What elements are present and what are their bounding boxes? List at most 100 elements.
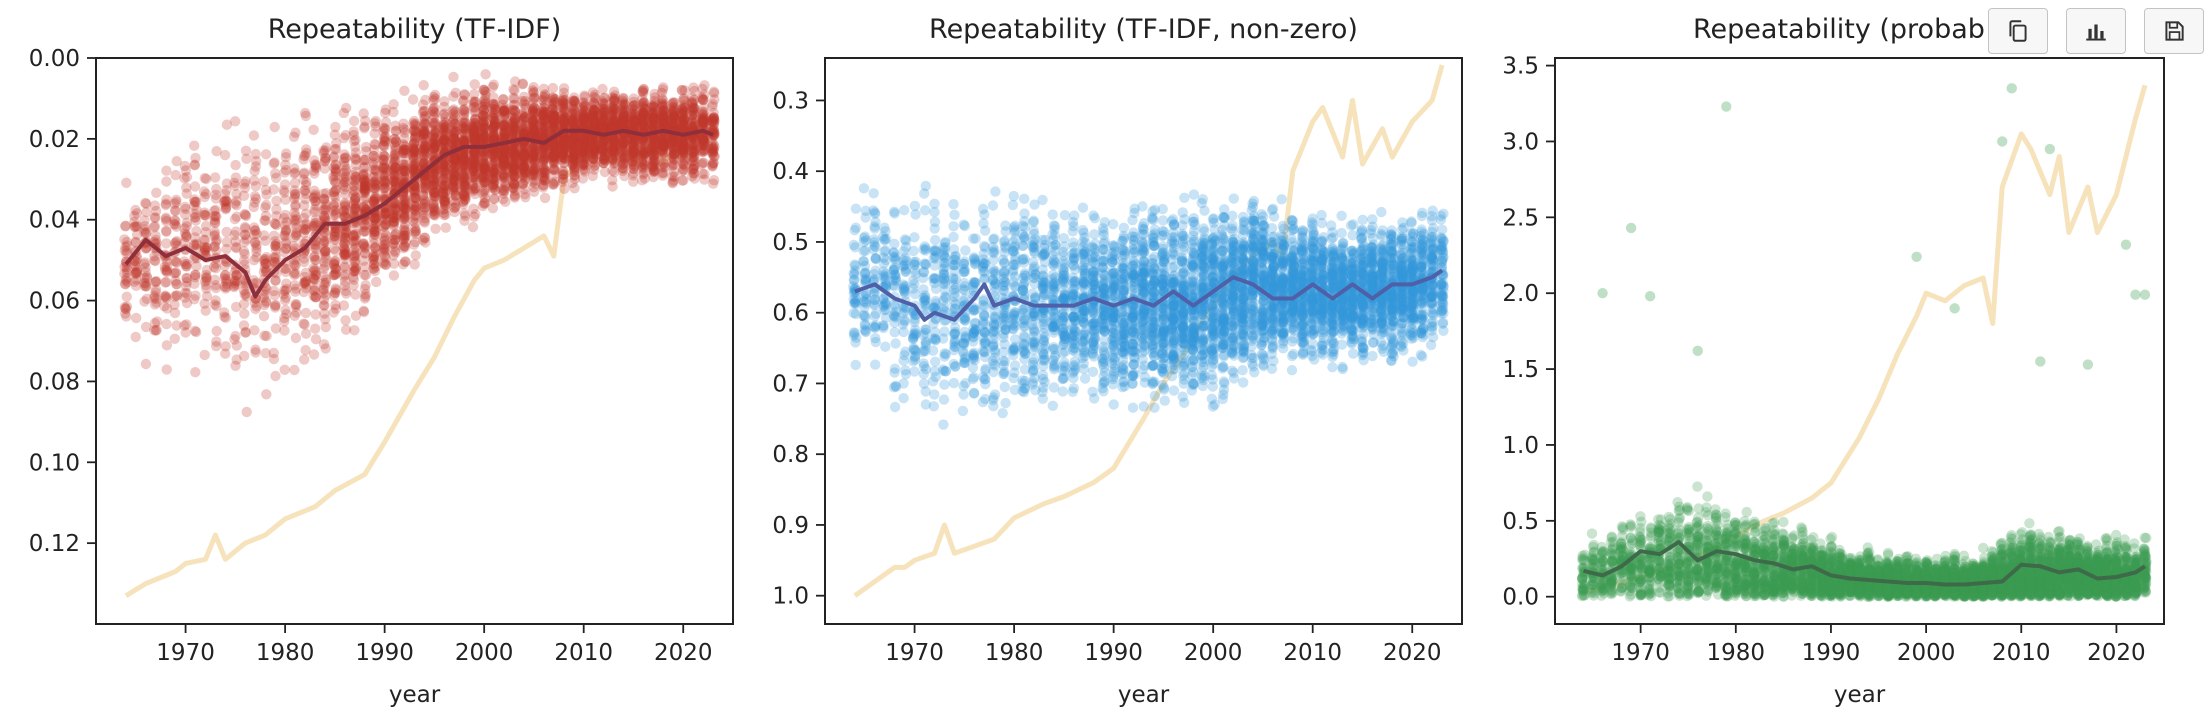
scatter-point bbox=[270, 275, 281, 286]
scatter-point bbox=[368, 223, 380, 235]
scatter-point bbox=[119, 245, 130, 256]
scatter-point bbox=[121, 291, 132, 302]
scatter-point bbox=[519, 91, 530, 103]
scatter-point bbox=[289, 193, 300, 204]
scatter-point bbox=[677, 163, 689, 175]
scatter-point bbox=[518, 151, 529, 162]
scatter-point bbox=[150, 325, 162, 336]
scatter-point bbox=[299, 185, 311, 196]
scatter-point bbox=[290, 167, 301, 178]
scatter-point bbox=[298, 223, 309, 234]
scatter-point bbox=[251, 240, 262, 251]
scatter-point bbox=[290, 191, 301, 202]
scatter-point bbox=[289, 215, 301, 227]
scatter-point bbox=[199, 191, 210, 203]
scatter-point bbox=[129, 221, 140, 232]
scatter-point bbox=[249, 225, 261, 236]
scatter-point bbox=[597, 103, 608, 114]
scatter-point bbox=[169, 218, 180, 230]
scatter-point bbox=[369, 242, 381, 253]
scatter-point bbox=[249, 325, 260, 336]
scatter-point bbox=[201, 291, 213, 302]
scatter-point bbox=[607, 118, 618, 129]
scatter-point bbox=[677, 110, 688, 122]
scatter-point bbox=[289, 168, 300, 179]
scatter-point bbox=[211, 325, 222, 337]
scatter-point bbox=[617, 111, 629, 123]
scatter-point bbox=[388, 106, 399, 118]
scatter-point bbox=[169, 238, 181, 249]
y-tick-label: 0.10 bbox=[29, 450, 80, 476]
scatter-point bbox=[358, 305, 369, 316]
scatter-point bbox=[468, 120, 479, 131]
scatter-point bbox=[170, 237, 182, 248]
scatter-point bbox=[169, 198, 180, 209]
scatter-point bbox=[261, 189, 272, 200]
scatter-point bbox=[617, 99, 628, 110]
scatter-point bbox=[288, 258, 300, 269]
scatter-point bbox=[190, 269, 201, 280]
scatter-point bbox=[171, 240, 182, 251]
scatter-point bbox=[547, 179, 559, 190]
scatter-point bbox=[469, 79, 480, 90]
scatter-point bbox=[697, 157, 708, 168]
scatter-point bbox=[231, 242, 242, 254]
scatter-point bbox=[468, 161, 479, 173]
scatter-point bbox=[189, 160, 200, 171]
scatter-point bbox=[161, 303, 173, 314]
scatter-point bbox=[229, 267, 240, 278]
scatter-point bbox=[239, 237, 250, 248]
scatter-point bbox=[250, 344, 261, 355]
scatter-point bbox=[260, 184, 272, 196]
scatter-point bbox=[298, 318, 309, 329]
scatter-point bbox=[190, 290, 201, 301]
scatter-point bbox=[179, 201, 191, 213]
scatter-point bbox=[587, 170, 598, 182]
scatter-point bbox=[220, 269, 231, 281]
scatter-point bbox=[270, 240, 281, 251]
scatter-point bbox=[149, 255, 160, 266]
scatter-point bbox=[440, 209, 451, 220]
scatter-point bbox=[301, 223, 312, 234]
scatter-point bbox=[271, 195, 282, 206]
scatter-point bbox=[229, 198, 241, 209]
scatter-point bbox=[171, 290, 182, 301]
scatter-point bbox=[279, 312, 290, 324]
scatter-point bbox=[699, 169, 710, 180]
scatter-point bbox=[209, 299, 220, 310]
scatter-point bbox=[238, 190, 250, 201]
scatter-point bbox=[200, 210, 211, 221]
scatter-point bbox=[122, 277, 133, 288]
scatter-point bbox=[200, 220, 212, 232]
scatter-point bbox=[498, 156, 509, 167]
scatter-point bbox=[320, 321, 331, 333]
scatter-point bbox=[171, 194, 182, 205]
scatter-point bbox=[587, 87, 599, 98]
scatter-point bbox=[121, 264, 133, 275]
scatter-point bbox=[388, 258, 400, 269]
scatter-point bbox=[448, 202, 460, 213]
scatter-point bbox=[709, 115, 720, 126]
scatter-point bbox=[171, 279, 183, 290]
scatter-point bbox=[260, 297, 272, 308]
scatter-point bbox=[121, 272, 132, 284]
scatter-point bbox=[269, 218, 280, 229]
scatter-point bbox=[527, 176, 538, 188]
scatter-point bbox=[161, 256, 173, 267]
scatter-point bbox=[130, 331, 141, 343]
scatter-point bbox=[209, 229, 221, 240]
scatter-point bbox=[121, 177, 132, 188]
scatter-point bbox=[129, 210, 140, 222]
scatter-point bbox=[181, 288, 192, 299]
scatter-point bbox=[189, 140, 200, 151]
scatter-point bbox=[588, 97, 599, 108]
scatter-point bbox=[338, 241, 349, 253]
scatter-point bbox=[251, 242, 262, 254]
scatter-point bbox=[219, 270, 231, 281]
scatter-point bbox=[300, 208, 312, 219]
scatter-point bbox=[281, 238, 292, 249]
y-tick-label: 0.08 bbox=[29, 369, 80, 395]
scatter-point bbox=[269, 290, 280, 301]
scatter-point bbox=[310, 323, 321, 334]
scatter-point bbox=[250, 193, 262, 204]
